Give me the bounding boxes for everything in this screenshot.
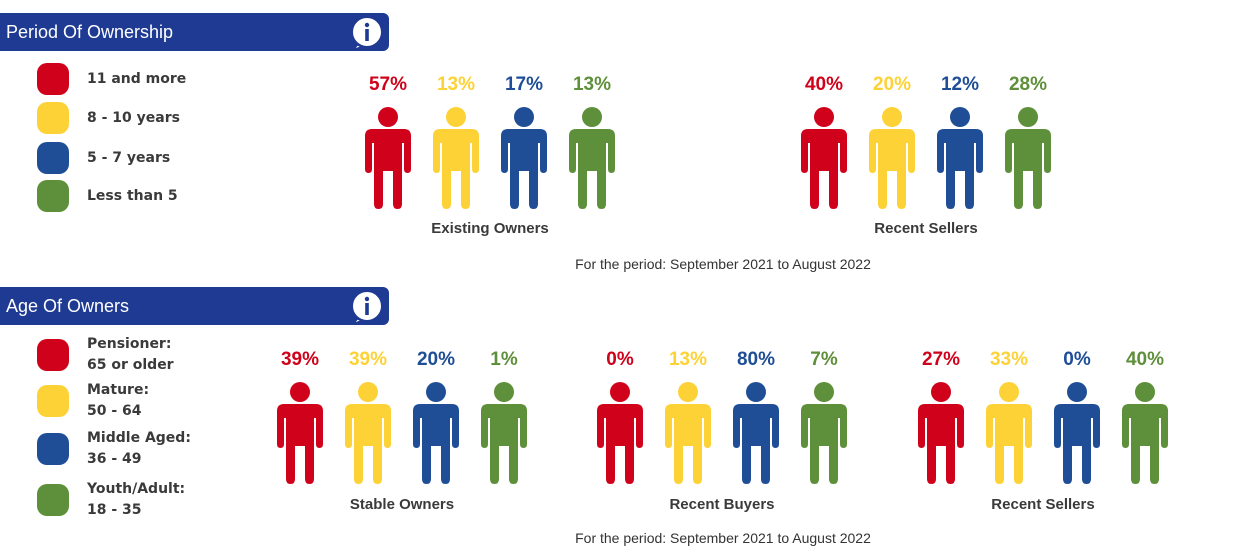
legend-swatch-red <box>37 63 69 95</box>
legend-item: Pensioner: 65 or older <box>37 334 174 376</box>
person-green-icon <box>481 382 527 484</box>
percent-label: 17% <box>504 74 544 95</box>
legend-item: Mature: 50 - 64 <box>37 380 149 422</box>
percent-label: 1% <box>490 349 518 370</box>
percent-label: 80% <box>736 349 776 370</box>
percent-label: 39% <box>280 349 320 370</box>
person-yellow-icon <box>665 382 711 484</box>
period-note: For the period: September 2021 to August… <box>575 256 871 272</box>
person-red-icon <box>801 107 847 209</box>
person-blue-icon <box>733 382 779 484</box>
percent-label: 20% <box>872 74 912 95</box>
percent-label: 40% <box>804 74 844 95</box>
person-green-icon <box>569 107 615 209</box>
legend-swatch-blue <box>37 142 69 174</box>
person-red-icon <box>365 107 411 209</box>
group-label: Recent Sellers <box>991 496 1095 513</box>
period-note: For the period: September 2021 to August… <box>575 530 871 546</box>
person-yellow-icon <box>986 382 1032 484</box>
legend-item: 5 - 7 years <box>37 142 170 174</box>
legend-item: Youth/Adult: 18 - 35 <box>37 479 185 521</box>
age-of-owners-header: Age Of Owners <box>0 287 389 325</box>
person-red-icon <box>597 382 643 484</box>
percent-label: 13% <box>436 74 476 95</box>
legend-swatch-green <box>37 484 69 516</box>
group-label: Stable Owners <box>349 496 455 513</box>
legend-swatch-green <box>37 180 69 212</box>
percent-label: 20% <box>416 349 456 370</box>
legend-swatch-red <box>37 339 69 371</box>
info-icon[interactable] <box>349 15 385 51</box>
person-yellow-icon <box>433 107 479 209</box>
legend-swatch-yellow <box>37 385 69 417</box>
legend-label: Less than 5 <box>87 187 178 204</box>
legend-swatch-yellow <box>37 102 69 134</box>
percent-label: 13% <box>572 74 612 95</box>
person-green-icon <box>1005 107 1051 209</box>
person-red-icon <box>277 382 323 484</box>
percent-label: 57% <box>368 74 408 95</box>
person-yellow-icon <box>869 107 915 209</box>
group-label: Recent Buyers <box>669 496 775 513</box>
percent-label: 28% <box>1008 74 1048 95</box>
group-label: Existing Owners <box>431 220 549 237</box>
percent-label: 33% <box>989 349 1029 370</box>
legend-label: 5 - 7 years <box>87 149 171 166</box>
legend-label: 8 - 10 years <box>87 109 180 126</box>
percent-label: 40% <box>1125 349 1165 370</box>
percent-label: 12% <box>940 74 980 95</box>
legend-label: Pensioner: 65 or older <box>87 336 174 373</box>
person-red-icon <box>918 382 964 484</box>
person-yellow-icon <box>345 382 391 484</box>
person-blue-icon <box>501 107 547 209</box>
person-green-icon <box>1122 382 1168 484</box>
group-label: Recent Sellers <box>874 220 978 237</box>
person-green-icon <box>801 382 847 484</box>
person-blue-icon <box>1054 382 1100 484</box>
section-title: Age Of Owners <box>6 296 130 316</box>
legend-item: 8 - 10 years <box>37 102 180 134</box>
percent-label: 39% <box>348 349 388 370</box>
legend-item: 11 and more <box>37 63 186 95</box>
person-blue-icon <box>937 107 983 209</box>
legend-item: Less than 5 <box>37 180 178 212</box>
section-title: Period Of Ownership <box>6 22 174 42</box>
legend-swatch-blue <box>37 433 69 465</box>
legend-item: Middle Aged: 36 - 49 <box>37 428 191 470</box>
percent-label: 13% <box>668 349 708 370</box>
legend-label: Youth/Adult: 18 - 35 <box>87 481 186 518</box>
period-of-ownership-header: Period Of Ownership <box>0 13 389 51</box>
info-icon[interactable] <box>349 289 385 325</box>
percent-label: 0% <box>1063 349 1091 370</box>
percent-label: 7% <box>810 349 838 370</box>
percent-label: 27% <box>921 349 961 370</box>
legend-label: 11 and more <box>87 70 187 87</box>
percent-label: 0% <box>606 349 634 370</box>
legend-label: Middle Aged: 36 - 49 <box>87 430 191 467</box>
person-blue-icon <box>413 382 459 484</box>
legend-label: Mature: 50 - 64 <box>87 382 150 419</box>
